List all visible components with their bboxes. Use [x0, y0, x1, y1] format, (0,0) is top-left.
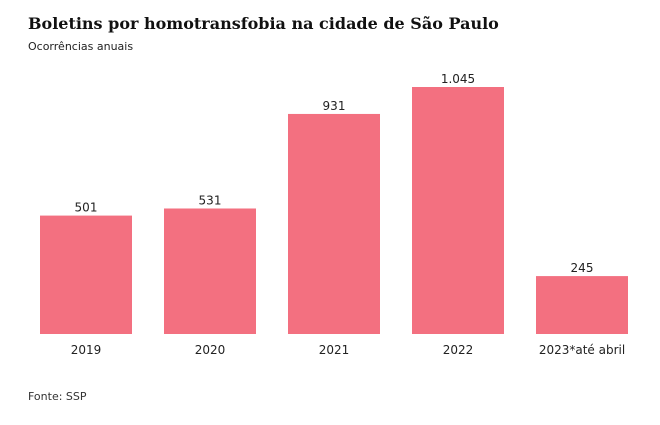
chart-subtitle: Ocorrências anuais [28, 40, 134, 53]
category-label: 2022 [443, 343, 474, 357]
bar-2021 [288, 113, 380, 334]
value-label: 501 [75, 201, 98, 215]
value-label: 245 [571, 261, 594, 275]
category-label: 2020 [195, 343, 226, 357]
category-label: 2021 [319, 343, 350, 357]
value-label: 531 [199, 193, 222, 207]
chart-title: Boletins por homotransfobia na cidade de… [28, 14, 499, 33]
value-label: 1.045 [441, 72, 475, 86]
bar-2022 [412, 87, 504, 334]
bar-2023*até abril [536, 276, 628, 334]
category-label: 2019 [71, 343, 102, 357]
bar-2019 [40, 215, 132, 334]
category-label: 2023*até abril [539, 343, 625, 357]
source-note: Fonte: SSP [28, 390, 87, 403]
bar-2020 [164, 208, 256, 334]
value-label: 931 [323, 99, 346, 113]
